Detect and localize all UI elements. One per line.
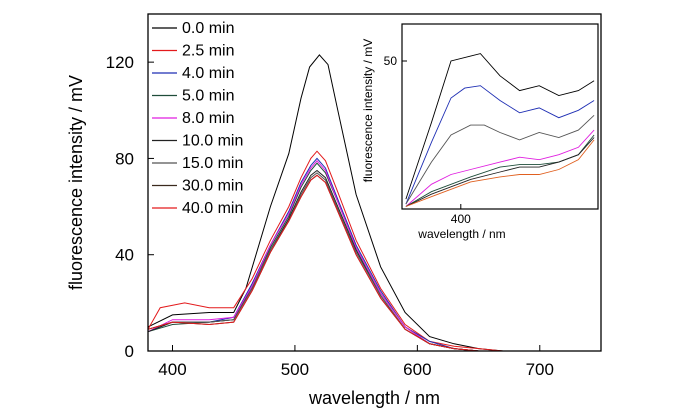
x-axis-label: wavelength / nm [308, 388, 440, 408]
y-tick-label: 120 [106, 53, 134, 72]
inset-y-tick-label: 50 [384, 54, 398, 68]
legend-label: 2.5 min [182, 43, 234, 60]
legend-label: 10.0 min [182, 133, 243, 150]
y-axis-label: fluorescence intensity / mV [66, 75, 86, 290]
series-line-1 [147, 150, 601, 352]
series-line-0 [147, 54, 601, 352]
y-tick-label: 80 [115, 149, 134, 168]
plot-frame [147, 13, 602, 352]
inset-series-line-6 [405, 139, 595, 207]
legend-label: 40.0 min [182, 200, 243, 217]
x-tick-label: 700 [526, 360, 554, 379]
legend-label: 30.0 min [182, 178, 243, 195]
inset-background [402, 24, 598, 209]
inset-series-line-3 [405, 129, 595, 207]
x-tick-label: 600 [403, 360, 431, 379]
legend-label: 15.0 min [182, 155, 243, 172]
inset-series-line-2 [405, 114, 595, 205]
inset-series-line-1 [405, 85, 595, 205]
inset-y-axis-label: fluorescence intensity / mV [361, 39, 375, 182]
inset-series-line-5 [405, 137, 595, 207]
inset-x-axis-label: wavelength / nm [417, 227, 505, 241]
inset-frame [401, 23, 599, 210]
series-line-8 [147, 174, 601, 352]
legend-label: 8.0 min [182, 110, 234, 127]
legend-label: 0.0 min [182, 20, 234, 37]
inset-series-line-0 [405, 53, 595, 200]
inset-x-tick-label: 400 [451, 212, 471, 226]
x-tick-label: 400 [158, 360, 186, 379]
y-tick-label: 40 [115, 246, 134, 265]
x-tick-label: 500 [281, 360, 309, 379]
legend-label: 5.0 min [182, 88, 234, 105]
y-tick-label: 0 [125, 342, 134, 361]
legend-label: 4.0 min [182, 65, 234, 82]
